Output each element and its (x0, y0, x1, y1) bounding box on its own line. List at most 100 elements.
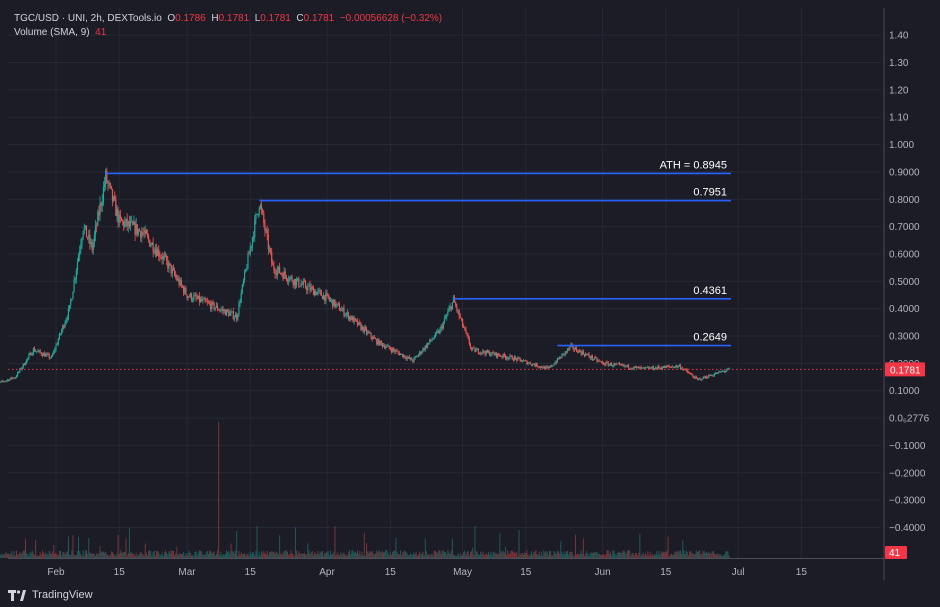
volume-bar (383, 552, 384, 558)
volume-bar (188, 550, 190, 558)
candle-body (21, 367, 23, 370)
volume-bar (144, 543, 146, 558)
volume-bar (684, 553, 686, 558)
candle-body (127, 221, 129, 227)
candle-body (470, 347, 473, 350)
candle-body (190, 293, 193, 301)
candle-body (591, 355, 594, 360)
volume-bar (399, 550, 401, 558)
volume-bar (645, 553, 646, 558)
candle-body (617, 363, 619, 365)
volume-bar (434, 550, 436, 558)
candle-body (636, 366, 639, 368)
candle-body (430, 339, 432, 341)
volume-bar (343, 552, 345, 558)
volume-bar (699, 550, 701, 558)
tradingview-brand[interactable]: TradingView (8, 589, 93, 601)
candle-body (518, 357, 520, 359)
volume-bar (708, 551, 710, 558)
volume-bar (595, 551, 597, 558)
volume-bar (402, 552, 404, 558)
candle-body (179, 280, 181, 285)
volume-bar (41, 550, 43, 558)
candle-body (136, 224, 138, 234)
volume-bar (534, 551, 536, 558)
volume-bar (562, 554, 564, 558)
volume-bar (379, 551, 381, 558)
volume-value: 41 (95, 27, 107, 38)
candle-body (271, 252, 273, 263)
candle-body (651, 366, 653, 369)
candle-body (162, 255, 164, 260)
candle-body (674, 366, 676, 368)
candle-body (421, 351, 423, 354)
volume-bar (317, 550, 319, 558)
volume-bar (689, 551, 691, 558)
volume-bar (109, 554, 111, 558)
candle-body (128, 221, 131, 227)
volume-bar (405, 552, 407, 558)
candle-body (565, 351, 568, 353)
candle-body (372, 337, 374, 340)
volume-bar (57, 554, 59, 558)
volume-bar (675, 551, 677, 558)
volume-bar (160, 555, 162, 558)
volume-bar (528, 555, 530, 558)
volume-bar (34, 554, 36, 558)
volume-bar (193, 555, 195, 558)
volume-bar (407, 555, 409, 558)
open-label: O (167, 13, 176, 24)
candle-body (683, 369, 685, 371)
volume-bar (508, 553, 510, 558)
volume-bar (331, 554, 333, 558)
volume-bar (236, 530, 238, 558)
candle-body (146, 233, 149, 236)
candle-body (251, 237, 254, 246)
candle-body (103, 184, 106, 187)
candle-body (283, 271, 285, 279)
volume-bar (58, 550, 60, 558)
candle-body (285, 275, 287, 280)
volume-bar (691, 552, 693, 558)
volume-bar (30, 552, 32, 558)
volume-bar (153, 550, 155, 558)
volume-bar (439, 550, 441, 558)
volume-bar (506, 555, 508, 558)
candle-body (243, 271, 246, 281)
candle-body (231, 311, 233, 313)
candle-body (239, 302, 241, 304)
candle-body (37, 351, 39, 352)
volume-bar (323, 555, 325, 558)
volume-bar (81, 555, 83, 558)
volume-bar (87, 553, 89, 558)
volume-bar (340, 552, 342, 558)
candle-body (187, 296, 189, 299)
candle-body (329, 299, 332, 301)
candle-body (246, 268, 248, 270)
volume-bar (542, 555, 544, 558)
volume-bar (111, 552, 113, 558)
volume-bar (66, 551, 68, 558)
candle-body (423, 348, 425, 350)
volume-bar (582, 538, 584, 558)
candle-body (534, 364, 536, 367)
candle-body (76, 261, 79, 271)
volume-bar (101, 552, 103, 558)
candle-body (89, 234, 91, 244)
volume-bar (559, 553, 561, 558)
candle-body (362, 326, 364, 332)
volume-bar (227, 552, 229, 558)
volume-bar (266, 550, 268, 558)
volume-bar (381, 551, 383, 558)
volume-bar (678, 550, 680, 558)
volume-bar (191, 555, 193, 558)
volume-bar (660, 551, 662, 558)
candle-body (369, 333, 371, 334)
volume-bar (725, 551, 727, 558)
volume-bar (477, 554, 479, 558)
candle-body (385, 346, 387, 349)
volume-bar (593, 552, 595, 558)
candle-body (47, 354, 49, 355)
volume-bar (466, 551, 468, 558)
